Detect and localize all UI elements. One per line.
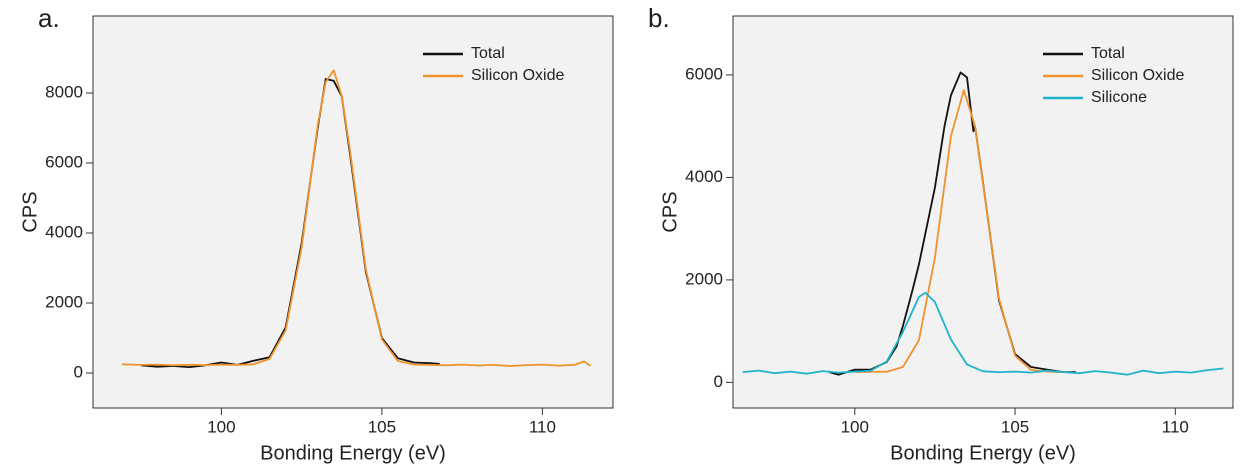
legend-label: Total [471, 45, 505, 62]
plot-area [92, 15, 614, 409]
y-tick-label: 0 [74, 362, 83, 381]
x-tick-label: 100 [841, 417, 869, 436]
x-axis-label: Bonding Energy (eV) [260, 442, 446, 464]
data-line [121, 69, 592, 367]
y-axis-label: CPS [659, 191, 681, 232]
panel-label: a. [38, 3, 60, 33]
x-tick-label: 100 [207, 417, 235, 436]
y-tick-label: 4000 [45, 222, 83, 241]
x-tick-label: 110 [529, 417, 556, 436]
panel-label: b. [648, 3, 670, 33]
x-tick-label: 110 [1162, 417, 1189, 436]
x-tick-label: 105 [368, 417, 396, 436]
legend-label: Silicon Oxide [471, 67, 564, 84]
plot-area [732, 15, 1234, 409]
x-axis-label: Bonding Energy (eV) [890, 442, 1076, 464]
legend-label: Silicon Oxide [1091, 67, 1184, 84]
y-tick-label: 0 [714, 372, 723, 391]
y-axis-label: CPS [19, 191, 41, 232]
y-tick-label: 6000 [45, 152, 83, 171]
x-tick-label: 105 [1001, 417, 1029, 436]
y-tick-label: 8000 [45, 82, 83, 101]
y-tick-label: 2000 [45, 292, 83, 311]
data-line [742, 291, 1224, 376]
legend-label: Silicone [1091, 89, 1147, 106]
legend-label: Total [1091, 45, 1125, 62]
y-tick-label: 2000 [685, 269, 723, 288]
y-tick-label: 4000 [685, 167, 723, 186]
y-tick-label: 6000 [685, 64, 723, 83]
data-line [854, 89, 1064, 373]
